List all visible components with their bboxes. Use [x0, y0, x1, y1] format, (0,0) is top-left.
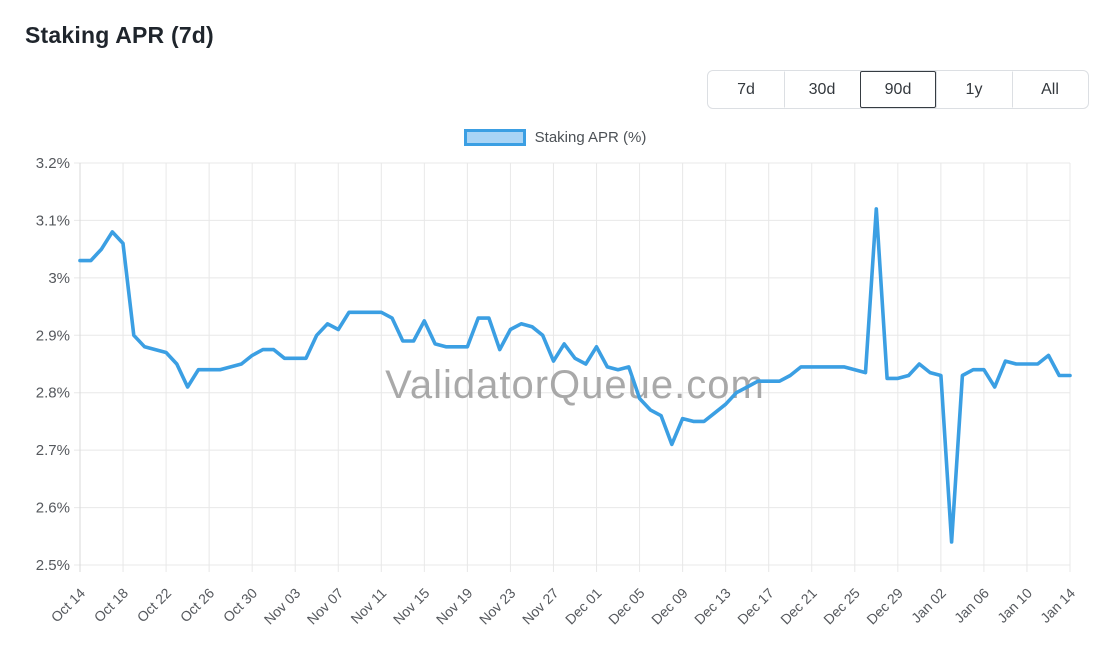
x-tick-label: Oct 26: [177, 585, 218, 626]
x-tick-label: Jan 10: [994, 585, 1035, 626]
x-tick-label: Nov 23: [476, 585, 519, 628]
x-tick-label: Dec 17: [734, 585, 777, 628]
legend-swatch: [463, 128, 526, 146]
y-tick-label: 2.6%: [36, 500, 70, 517]
x-tick-label: Dec 29: [863, 585, 906, 628]
x-tick-label: Dec 09: [648, 585, 691, 628]
x-tick-label: Dec 05: [605, 585, 648, 628]
y-tick-label: 2.8%: [36, 385, 70, 402]
x-tick-label: Dec 01: [562, 585, 605, 628]
y-tick-label: 2.7%: [36, 442, 70, 459]
legend-label: Staking APR (%): [534, 128, 647, 146]
x-tick-label: Nov 27: [519, 585, 562, 628]
page-title: Staking APR (7d): [25, 22, 214, 48]
x-tick-label: Nov 03: [261, 585, 304, 628]
staking-apr-series-line: [78, 207, 1072, 544]
x-tick-label: Dec 13: [691, 585, 734, 628]
x-tick-label: Jan 06: [951, 585, 992, 626]
y-tick-label: 3.2%: [36, 155, 70, 172]
legend-item-staking-apr[interactable]: Staking APR (%): [0, 126, 1110, 148]
range-button-1y[interactable]: 1y: [936, 71, 1012, 108]
x-tick-label: Oct 14: [48, 585, 89, 626]
y-tick-label: 2.5%: [36, 557, 70, 574]
x-tick-label: Nov 11: [347, 585, 389, 627]
y-tick-label: 2.9%: [36, 327, 70, 344]
range-button-all[interactable]: All: [1012, 71, 1088, 108]
x-tick-label: Oct 18: [91, 585, 132, 626]
x-tick-label: Dec 21: [777, 585, 820, 628]
x-tick-label: Dec 25: [820, 585, 863, 628]
x-tick-label: Nov 07: [304, 585, 347, 628]
y-tick-label: 3.1%: [36, 212, 70, 229]
x-tick-label: Nov 15: [390, 585, 433, 628]
time-range-button-group: 7d 30d 90d 1y All: [707, 70, 1089, 109]
x-tick-label: Jan 14: [1037, 585, 1078, 626]
y-tick-label: 3%: [48, 270, 70, 287]
x-tick-label: Jan 02: [908, 585, 949, 626]
x-tick-label: Oct 22: [134, 585, 175, 626]
x-tick-label: Oct 30: [220, 585, 261, 626]
watermark-text: ValidatorQueue.com: [385, 363, 765, 407]
range-button-7d[interactable]: 7d: [708, 71, 784, 108]
x-tick-label: Nov 19: [433, 585, 476, 628]
range-button-30d[interactable]: 30d: [784, 71, 860, 108]
range-button-90d[interactable]: 90d: [860, 71, 936, 108]
